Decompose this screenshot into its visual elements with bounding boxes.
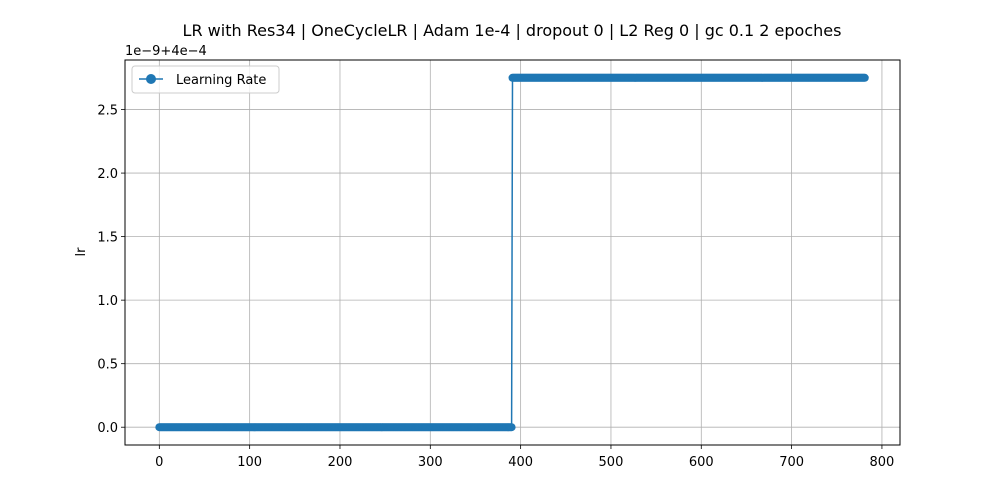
legend-marker-icon [146,74,156,84]
data-point [860,73,869,82]
y-tick-label: 0.5 [97,358,118,373]
y-tick-label: 1.5 [97,231,118,246]
y-tick-label: 2.0 [97,167,118,182]
x-tick-label: 500 [599,455,624,470]
axis-layer: 0 100 200 300 400 500 600 700 800 0.0 0.5 1.0 1.5 2.0… [97,104,894,470]
x-tick-label: 0 [155,455,163,470]
y-tick-label: 0.0 [97,421,118,436]
x-tick-label: 400 [508,455,533,470]
x-tick-label: 200 [328,455,353,470]
data-point [507,423,516,432]
x-tick-label: 600 [689,455,714,470]
series-layer [155,73,869,432]
legend-label: Learning Rate [176,73,266,88]
x-tick-label: 100 [237,455,262,470]
y-axis-offset-label: 1e−9+4e−4 [125,44,207,59]
x-tick-label: 300 [418,455,443,470]
legend: Learning Rate [131,65,280,94]
plot-area-frame [124,59,901,446]
y-tick-label: 2.5 [97,104,118,119]
y-tick-label: 1.0 [97,294,118,309]
legend-box [131,65,280,94]
y-axis-label: lr [74,247,89,257]
chart-title: LR with Res34 | OneCycleLR | Adam 1e-4 |… [183,21,842,40]
x-tick-label: 800 [870,455,895,470]
x-tick-label: 700 [779,455,804,470]
